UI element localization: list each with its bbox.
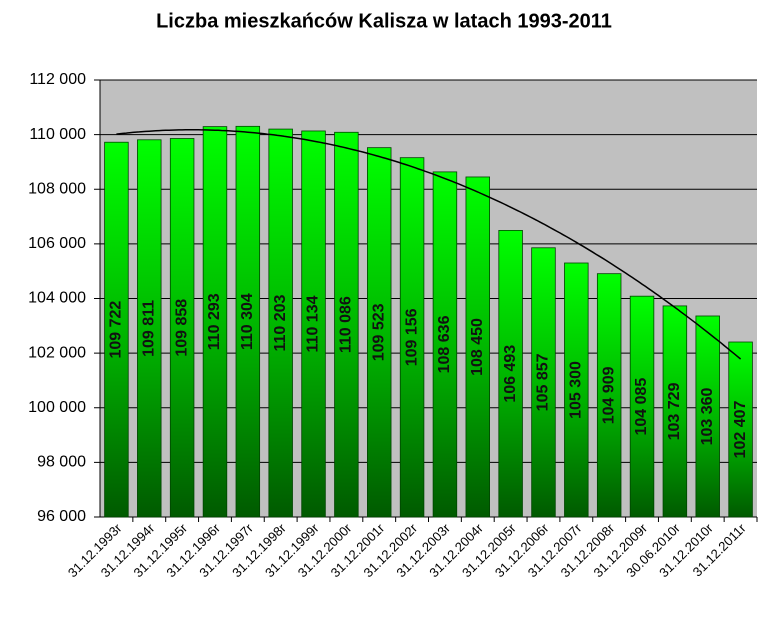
y-tick-label: 104 000 [28, 290, 86, 307]
y-tick-label: 106 000 [28, 235, 86, 252]
value-label: 103 360 [699, 387, 716, 445]
value-label: 109 858 [173, 299, 190, 357]
bar [695, 315, 720, 518]
bar [596, 273, 622, 518]
value-label: 109 156 [403, 308, 420, 366]
bar [432, 171, 458, 518]
value-label: 109 722 [108, 301, 125, 359]
value-label: 104 909 [600, 366, 617, 424]
y-tick-label: 112 000 [29, 71, 86, 88]
chart-title: Liczba mieszkańców Kalisza w latach 1993… [156, 10, 612, 32]
value-label: 102 407 [732, 400, 749, 458]
bar [137, 139, 162, 518]
y-tick-label: 100 000 [28, 399, 86, 416]
bar [334, 131, 359, 518]
trend-line [116, 129, 742, 360]
value-label: 109 811 [140, 300, 157, 357]
bar [465, 176, 491, 518]
value-label: 110 134 [305, 295, 322, 352]
value-label: 105 857 [535, 353, 552, 411]
y-tick-label: 110 000 [29, 126, 86, 143]
value-label: 103 729 [666, 382, 683, 440]
bar [169, 138, 195, 518]
value-label: 110 203 [272, 294, 289, 351]
value-label: 104 085 [633, 378, 650, 436]
bar [662, 305, 688, 518]
value-label: 108 636 [436, 315, 453, 373]
value-label: 106 493 [502, 345, 519, 403]
bar [235, 125, 261, 518]
value-label: 108 450 [469, 318, 486, 376]
bar [531, 247, 556, 518]
bar [202, 126, 228, 518]
value-label: 105 300 [568, 361, 585, 419]
bar [728, 341, 753, 518]
y-tick-label: 108 000 [28, 180, 86, 197]
bar [399, 157, 425, 518]
bar [564, 262, 589, 518]
y-tick-label: 98 000 [37, 454, 86, 471]
bar [498, 230, 523, 518]
value-label: 110 304 [239, 293, 256, 350]
bar [104, 141, 129, 518]
bar [268, 128, 293, 518]
y-tick-label: 96 000 [37, 508, 86, 525]
value-label: 109 523 [370, 303, 387, 361]
value-label: 110 086 [338, 296, 355, 353]
y-tick-label: 102 000 [28, 344, 86, 361]
value-label: 110 293 [206, 293, 223, 350]
bar [629, 295, 655, 518]
bar [366, 147, 392, 518]
bar [301, 130, 326, 518]
